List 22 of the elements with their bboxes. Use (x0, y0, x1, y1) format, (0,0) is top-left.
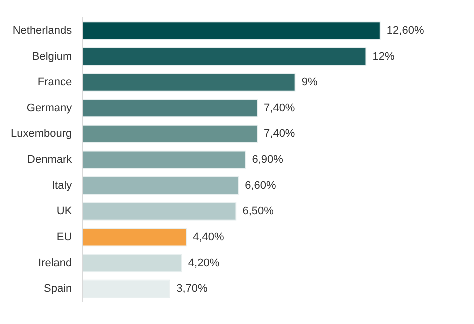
y-tick-label: Germany (26, 102, 73, 114)
data-label: 6,50% (242, 206, 274, 218)
y-tick-label: Ireland (38, 257, 72, 270)
y-tick-label: Belgium (32, 50, 72, 63)
data-label: 7,40% (264, 128, 296, 140)
data-label: 6,60% (245, 180, 277, 192)
y-tick-label: Netherlands (12, 24, 73, 37)
data-label: 7,40% (264, 102, 296, 114)
data-label: 12% (372, 50, 395, 63)
y-tick-label: Luxembourg (10, 128, 72, 140)
data-label: 3,70% (176, 283, 208, 296)
y-tick-label: EU (56, 231, 72, 244)
y-tick-label: UK (56, 206, 73, 218)
y-tick-label: Italy (52, 180, 73, 192)
data-label: 4,20% (188, 257, 220, 270)
data-label: 12,60% (386, 24, 424, 37)
data-label: 6,90% (252, 154, 284, 166)
data-label: 9% (302, 76, 318, 89)
data-label: 4,40% (193, 231, 225, 244)
y-tick-label: France (38, 76, 72, 89)
y-tick-label: Spain (44, 283, 72, 296)
y-tick-label: Denmark (28, 154, 73, 166)
